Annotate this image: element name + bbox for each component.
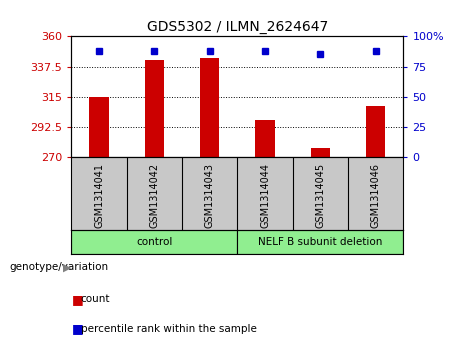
Text: genotype/variation: genotype/variation — [9, 262, 108, 272]
Text: GSM1314041: GSM1314041 — [94, 163, 104, 228]
Text: NELF B subunit deletion: NELF B subunit deletion — [258, 237, 383, 247]
Text: count: count — [81, 294, 110, 305]
Title: GDS5302 / ILMN_2624647: GDS5302 / ILMN_2624647 — [147, 20, 328, 34]
Text: ■: ■ — [71, 322, 83, 335]
Text: control: control — [136, 237, 172, 247]
Bar — [311, 148, 330, 157]
Bar — [255, 120, 275, 157]
Bar — [200, 58, 219, 157]
Text: GSM1314046: GSM1314046 — [371, 163, 381, 228]
Text: percentile rank within the sample: percentile rank within the sample — [81, 323, 257, 334]
Text: GSM1314045: GSM1314045 — [315, 163, 325, 228]
Bar — [237, 230, 403, 254]
Bar — [71, 230, 237, 254]
Text: GSM1314043: GSM1314043 — [205, 163, 215, 228]
Bar — [145, 61, 164, 157]
Bar — [366, 106, 385, 157]
Text: GSM1314044: GSM1314044 — [260, 163, 270, 228]
Text: ■: ■ — [71, 293, 83, 306]
Text: ▶: ▶ — [63, 263, 71, 273]
Text: GSM1314042: GSM1314042 — [149, 163, 160, 228]
Bar — [89, 97, 109, 157]
